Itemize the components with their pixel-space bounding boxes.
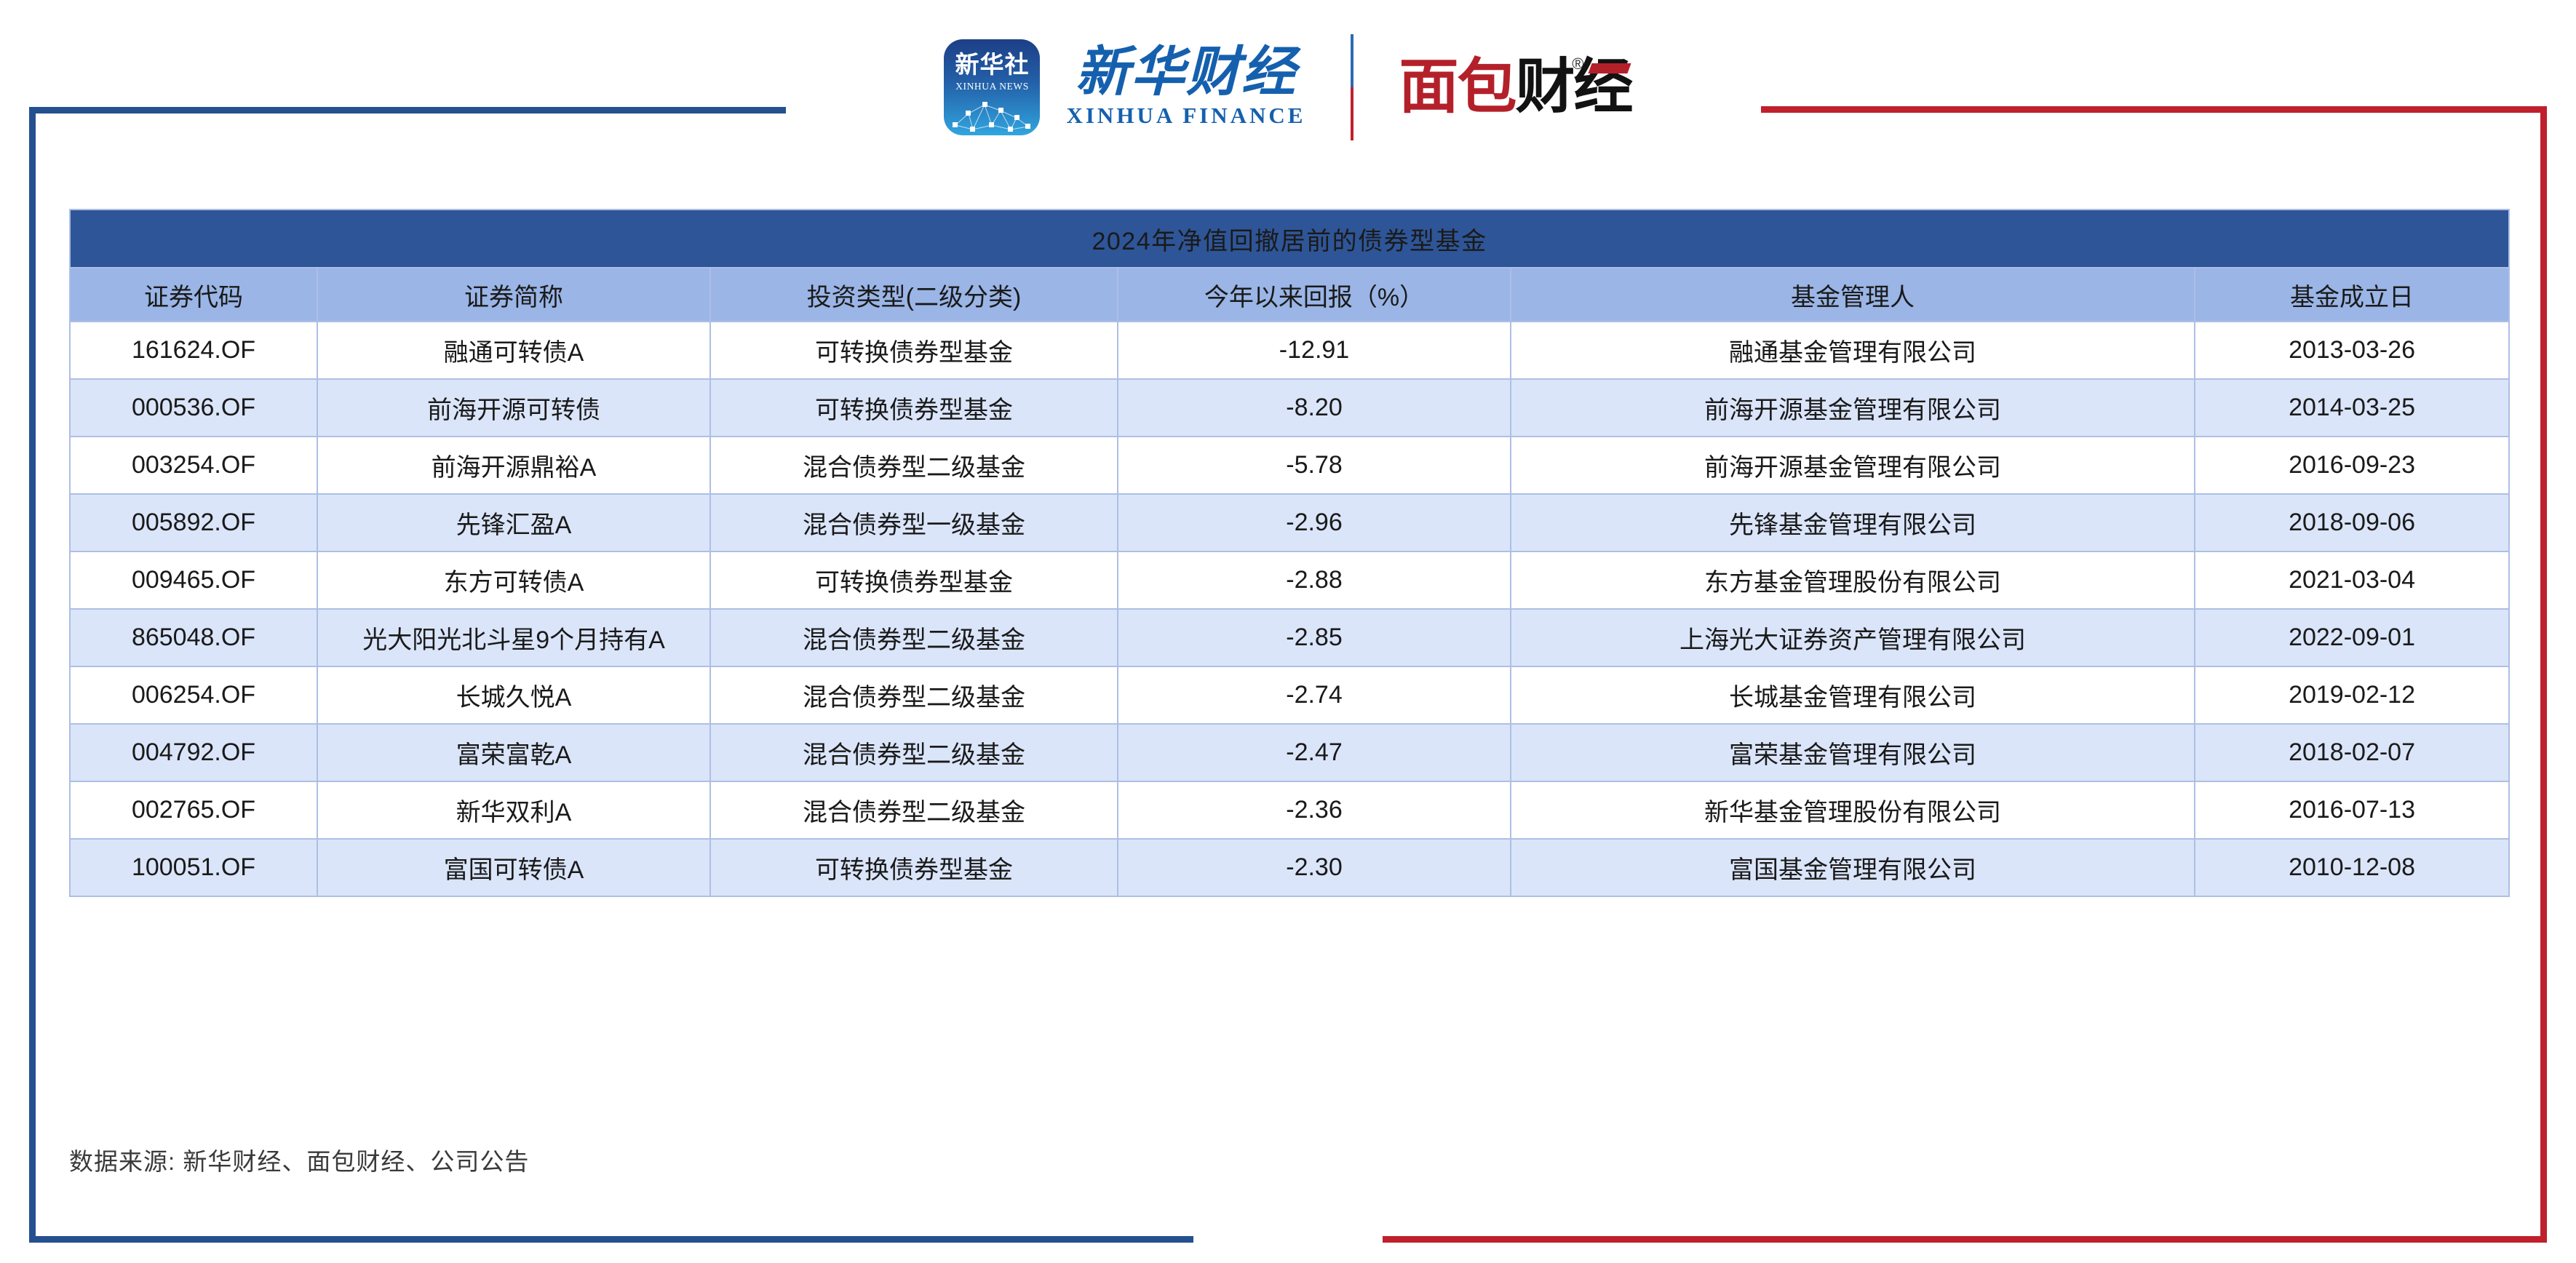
masthead: 新华社 XINHUA NEWS 新华财经 XINHUA FINANCE bbox=[0, 9, 2576, 165]
cell-code: 100051.OF bbox=[69, 838, 318, 897]
cell-code: 003254.OF bbox=[69, 436, 318, 495]
cell-type: 可转换债券型基金 bbox=[709, 321, 1118, 380]
cell-type: 可转换债券型基金 bbox=[709, 378, 1118, 437]
cell-name: 富荣富乾A bbox=[317, 723, 711, 782]
table-row: 000536.OF 前海开源可转债 可转换债券型基金 -8.20 前海开源基金管… bbox=[69, 378, 2511, 437]
table-row: 100051.OF 富国可转债A 可转换债券型基金 -2.30 富国基金管理有限… bbox=[69, 838, 2511, 897]
cell-return: -12.91 bbox=[1117, 321, 1511, 380]
table-row: 002765.OF 新华双利A 混合债券型二级基金 -2.36 新华基金管理股份… bbox=[69, 781, 2511, 840]
cell-name: 先锋汇盈A bbox=[317, 493, 711, 552]
column-header-return: 今年以来回报（%） bbox=[1117, 267, 1511, 322]
frame-bottom-red bbox=[1383, 1236, 2547, 1243]
cell-type: 可转换债券型基金 bbox=[709, 551, 1118, 610]
fund-table-container: 2024年净值回撤居前的债券型基金 证券代码 证券简称 投资类型(二级分类) 今… bbox=[68, 209, 2511, 897]
fund-table-body: 161624.OF 融通可转债A 可转换债券型基金 -12.91 融通基金管理有… bbox=[69, 321, 2511, 897]
table-title-row: 2024年净值回撤居前的债券型基金 bbox=[68, 209, 2511, 268]
cell-code: 161624.OF bbox=[69, 321, 318, 380]
cell-return: -2.88 bbox=[1117, 551, 1511, 610]
table-row: 003254.OF 前海开源鼎裕A 混合债券型二级基金 -5.78 前海开源基金… bbox=[69, 436, 2511, 495]
cell-manager: 上海光大证券资产管理有限公司 bbox=[1510, 608, 2195, 667]
fund-table: 2024年净值回撤居前的债券型基金 证券代码 证券简称 投资类型(二级分类) 今… bbox=[68, 209, 2511, 897]
cell-return: -8.20 bbox=[1117, 378, 1511, 437]
cell-name: 富国可转债A bbox=[317, 838, 711, 897]
cell-code: 000536.OF bbox=[69, 378, 318, 437]
network-nodes-icon bbox=[953, 101, 1031, 132]
cell-code: 865048.OF bbox=[69, 608, 318, 667]
cell-manager: 先锋基金管理有限公司 bbox=[1510, 493, 2195, 552]
registered-mark-icon: ® bbox=[1572, 54, 1584, 73]
cell-manager: 前海开源基金管理有限公司 bbox=[1510, 378, 2195, 437]
xinhua-news-logo: 新华社 XINHUA NEWS bbox=[944, 39, 1041, 135]
column-header-inception: 基金成立日 bbox=[2193, 267, 2511, 322]
cell-code: 006254.OF bbox=[69, 666, 318, 725]
table-row: 005892.OF 先锋汇盈A 混合债券型一级基金 -2.96 先锋基金管理有限… bbox=[69, 493, 2511, 552]
cell-type: 混合债券型二级基金 bbox=[709, 781, 1118, 840]
cell-return: -2.85 bbox=[1117, 608, 1511, 667]
cell-return: -2.30 bbox=[1117, 838, 1511, 897]
cell-code: 004792.OF bbox=[69, 723, 318, 782]
source-note: 数据来源: 新华财经、面包财经、公司公告 bbox=[69, 1148, 530, 1175]
cell-name: 前海开源可转债 bbox=[317, 378, 711, 437]
cell-name: 新华双利A bbox=[317, 781, 711, 840]
xinhua-news-en-label: XINHUA NEWS bbox=[955, 80, 1029, 92]
cell-type: 混合债券型二级基金 bbox=[709, 723, 1118, 782]
cell-manager: 前海开源基金管理有限公司 bbox=[1510, 436, 2195, 495]
cell-manager: 长城基金管理有限公司 bbox=[1510, 666, 2195, 725]
frame-bottom-blue bbox=[29, 1236, 1193, 1243]
table-row: 161624.OF 融通可转债A 可转换债券型基金 -12.91 融通基金管理有… bbox=[69, 321, 2511, 380]
cell-manager: 东方基金管理股份有限公司 bbox=[1510, 551, 2195, 610]
cell-code: 005892.OF bbox=[69, 493, 318, 552]
cell-return: -2.36 bbox=[1117, 781, 1511, 840]
page-title: 2024年净值回撤居前的债券型基金 bbox=[68, 209, 2511, 268]
cell-code: 009465.OF bbox=[69, 551, 318, 610]
cell-name: 长城久悦A bbox=[317, 666, 711, 725]
cell-type: 混合债券型二级基金 bbox=[709, 666, 1118, 725]
cell-return: -2.74 bbox=[1117, 666, 1511, 725]
table-header-row: 证券代码 证券简称 投资类型(二级分类) 今年以来回报（%） 基金管理人 基金成… bbox=[69, 267, 2511, 322]
cell-inception: 2019-02-12 bbox=[2193, 666, 2511, 725]
cell-return: -2.47 bbox=[1117, 723, 1511, 782]
cell-name: 融通可转债A bbox=[317, 321, 711, 380]
cell-inception: 2021-03-04 bbox=[2193, 551, 2511, 610]
xinhua-finance-en-label: XINHUA FINANCE bbox=[1066, 103, 1306, 129]
cell-inception: 2022-09-01 bbox=[2193, 608, 2511, 667]
table-row: 865048.OF 光大阳光北斗星9个月持有A 混合债券型二级基金 -2.85 … bbox=[69, 608, 2511, 667]
cell-type: 混合债券型二级基金 bbox=[709, 608, 1118, 667]
xinhua-finance-logo: 新华财经 XINHUA FINANCE bbox=[1066, 40, 1306, 129]
column-header-code: 证券代码 bbox=[69, 267, 318, 322]
mianbao-caijing-logo: 面包 财经 ® bbox=[1399, 52, 1633, 121]
cell-inception: 2016-09-23 bbox=[2193, 436, 2511, 495]
cell-type: 混合债券型二级基金 bbox=[709, 436, 1118, 495]
mianbao-dash-accent bbox=[1587, 63, 1631, 73]
cell-type: 可转换债券型基金 bbox=[709, 838, 1118, 897]
cell-manager: 富荣基金管理有限公司 bbox=[1510, 723, 2195, 782]
cell-inception: 2018-02-07 bbox=[2193, 723, 2511, 782]
xinhua-finance-cn-label: 新华财经 bbox=[1075, 40, 1297, 103]
column-header-name: 证券简称 bbox=[317, 267, 711, 322]
cell-manager: 新华基金管理股份有限公司 bbox=[1510, 781, 2195, 840]
mianbao-red-label: 面包 bbox=[1399, 52, 1516, 121]
cell-name: 前海开源鼎裕A bbox=[317, 436, 711, 495]
cell-name: 东方可转债A bbox=[317, 551, 711, 610]
table-row: 009465.OF 东方可转债A 可转换债券型基金 -2.88 东方基金管理股份… bbox=[69, 551, 2511, 610]
logo-divider bbox=[1351, 33, 1354, 140]
cell-return: -5.78 bbox=[1117, 436, 1511, 495]
cell-inception: 2010-12-08 bbox=[2193, 838, 2511, 897]
table-row: 004792.OF 富荣富乾A 混合债券型二级基金 -2.47 富荣基金管理有限… bbox=[69, 723, 2511, 782]
column-header-type: 投资类型(二级分类) bbox=[709, 267, 1118, 322]
column-header-manager: 基金管理人 bbox=[1510, 267, 2195, 322]
cell-manager: 富国基金管理有限公司 bbox=[1510, 838, 2195, 897]
cell-inception: 2013-03-26 bbox=[2193, 321, 2511, 380]
table-row: 006254.OF 长城久悦A 混合债券型二级基金 -2.74 长城基金管理有限… bbox=[69, 666, 2511, 725]
cell-manager: 融通基金管理有限公司 bbox=[1510, 321, 2195, 380]
cell-inception: 2016-07-13 bbox=[2193, 781, 2511, 840]
cell-type: 混合债券型一级基金 bbox=[709, 493, 1118, 552]
xinhua-news-cn-label: 新华社 bbox=[955, 50, 1030, 78]
cell-code: 002765.OF bbox=[69, 781, 318, 840]
cell-return: -2.96 bbox=[1117, 493, 1511, 552]
cell-name: 光大阳光北斗星9个月持有A bbox=[317, 608, 711, 667]
cell-inception: 2014-03-25 bbox=[2193, 378, 2511, 437]
cell-inception: 2018-09-06 bbox=[2193, 493, 2511, 552]
